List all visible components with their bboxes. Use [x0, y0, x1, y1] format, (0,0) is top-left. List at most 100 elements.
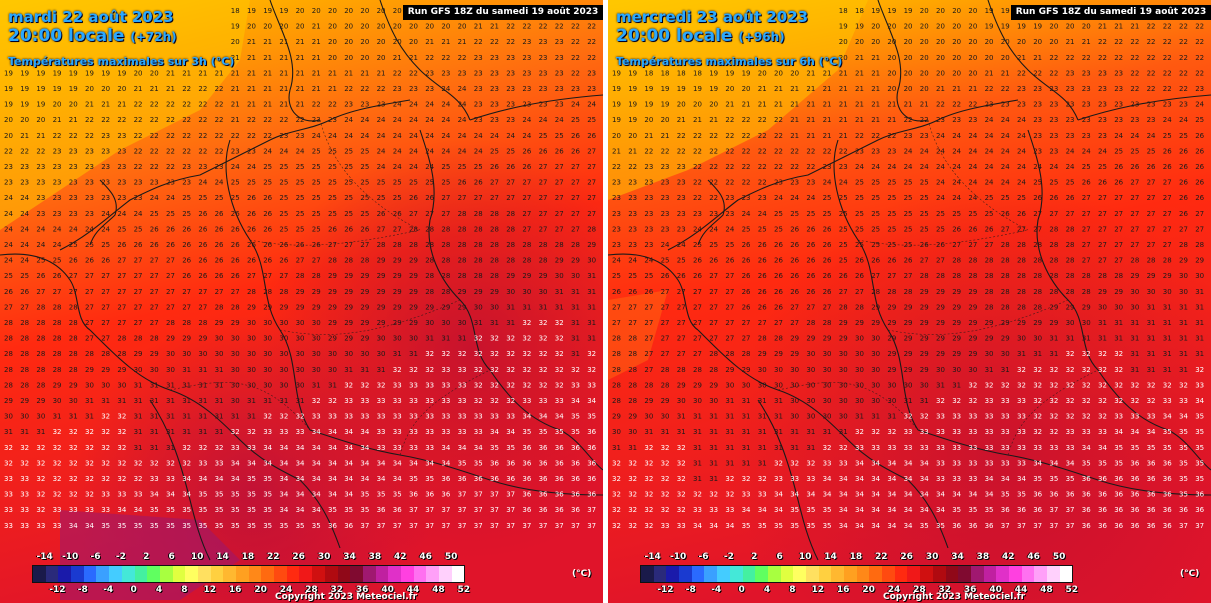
parameter-label: Températures maximales sur 6h (°C) [616, 55, 843, 68]
scale-tick-label: 26 [900, 552, 913, 562]
scale-tick-label: 14 [216, 552, 229, 562]
scale-swatch [780, 566, 794, 582]
scale-tick-label: 6 [776, 552, 783, 562]
scale-tick-label: -4 [103, 585, 114, 595]
scale-swatch [1047, 566, 1060, 582]
scale-tick-label: 14 [824, 552, 837, 562]
scale-swatch [324, 566, 338, 582]
scale-tick-label: 4 [155, 585, 163, 595]
scale-tick-label: 2 [143, 552, 150, 562]
panel-divider [603, 0, 608, 603]
scale-swatch [882, 566, 895, 582]
scale-tick-label: 52 [1065, 585, 1079, 595]
scale-swatch [236, 566, 249, 582]
scale-tick-label: 38 [368, 552, 382, 562]
scale-tick-label: 12 [203, 585, 217, 595]
scale-unit: (°C) [1180, 569, 1200, 579]
scale-swatch [729, 566, 743, 582]
scale-swatch [805, 566, 819, 582]
scale-swatch [932, 566, 946, 582]
scale-tick-label: 46 [1027, 552, 1040, 562]
scale-swatch [172, 566, 186, 582]
scale-tick-label: 48 [432, 585, 445, 595]
scale-tick-label: -8 [77, 585, 88, 595]
parameter-label: Températures maximales sur 3h (°C) [8, 55, 235, 68]
forecast-date: mardi 22 août 2023 [8, 8, 174, 26]
scale-swatch [704, 566, 718, 582]
scale-swatch [818, 566, 832, 582]
scale-tick-label: 32 [938, 585, 952, 595]
scale-swatch [958, 566, 971, 582]
color-scale-bar [640, 565, 1074, 583]
scale-tick-label: 26 [292, 552, 305, 562]
scale-swatch [134, 566, 148, 582]
temperature-map[interactable] [608, 0, 1211, 603]
run-info-badge: Run GFS 18Z du samedi 19 août 2023 [1011, 5, 1211, 20]
scale-tick-label: -10 [61, 552, 79, 562]
scale-tick-label: -8 [685, 585, 696, 595]
scale-tick-label: 30 [925, 552, 939, 562]
scale-swatch [71, 566, 84, 582]
scale-swatch [58, 566, 72, 582]
copyright-label: Copyright 2023 Meteociel.fr [275, 592, 418, 602]
scale-swatch [439, 566, 452, 582]
scale-tick-label: 2 [751, 552, 758, 562]
scale-tick-label: -10 [669, 552, 687, 562]
scale-swatch [312, 566, 325, 582]
scale-tick-label: 40 [989, 585, 1002, 595]
scale-swatch [96, 566, 110, 582]
scale-swatch [691, 566, 705, 582]
scale-swatch [337, 566, 351, 582]
scale-tick-label: 28 [913, 585, 926, 595]
scale-tick-label: 44 [1014, 585, 1028, 595]
scale-swatch [717, 566, 730, 582]
regional-borders [777, 119, 1099, 456]
scale-tick-label: 24 [279, 585, 293, 595]
scale-tick-label: 40 [381, 585, 394, 595]
scale-swatch [388, 566, 401, 582]
scale-swatch [223, 566, 236, 582]
scale-tick-label: 18 [849, 552, 863, 562]
scale-swatch [83, 566, 97, 582]
temperature-map[interactable] [0, 0, 603, 603]
scale-swatch [983, 566, 997, 582]
scale-swatch [970, 566, 984, 582]
scale-swatch [1059, 566, 1073, 582]
scale-swatch [894, 566, 908, 582]
forecast-lead-label: (+72h) [130, 30, 177, 44]
scale-swatch [350, 566, 363, 582]
scale-swatch [856, 566, 870, 582]
scale-swatch [767, 566, 781, 582]
forecast-time-label: 20:00 locale [616, 26, 733, 46]
scale-tick-label: 34 [343, 552, 356, 562]
scale-tick-label: 36 [963, 585, 977, 595]
coastline-borders [608, 0, 1211, 561]
scale-tick-label: 50 [444, 552, 458, 562]
scale-tick-label: 44 [406, 585, 420, 595]
scale-tick-label: 36 [355, 585, 369, 595]
scale-swatch [375, 566, 389, 582]
scale-tick-label: 4 [763, 585, 771, 595]
scale-swatch [869, 566, 883, 582]
scale-tick-label: -2 [115, 552, 126, 562]
scale-swatch [185, 566, 198, 582]
scale-swatch [210, 566, 224, 582]
copyright-label: Copyright 2023 Meteociel.fr [883, 592, 1026, 602]
scale-swatch [945, 566, 959, 582]
forecast-panel-right: 18 18 19 19 19 20 20 20 20 19 19 19 19 20 20 20 20 20 20 20… [608, 0, 1211, 603]
forecast-date: mercredi 23 août 2023 [616, 8, 809, 26]
scale-tick-label: 0 [130, 585, 137, 595]
regional-borders [169, 119, 491, 456]
scale-swatch [197, 566, 211, 582]
scale-tick-label: 28 [305, 585, 318, 595]
forecast-panel-left: 18 19 19 19 20 20 20 20 20 20 20 19 20 20 20 20 21 20 20 20… [0, 0, 603, 603]
run-info-badge: Run GFS 18Z du samedi 19 août 2023 [403, 5, 603, 20]
scale-tick-label: 34 [951, 552, 964, 562]
scale-swatch [666, 566, 680, 582]
scale-swatch [362, 566, 376, 582]
scale-tick-label: -6 [90, 552, 101, 562]
scale-tick-label: -12 [657, 585, 674, 595]
forecast-time: 20:00 locale (+96h) [616, 26, 785, 46]
scale-swatch [793, 566, 806, 582]
